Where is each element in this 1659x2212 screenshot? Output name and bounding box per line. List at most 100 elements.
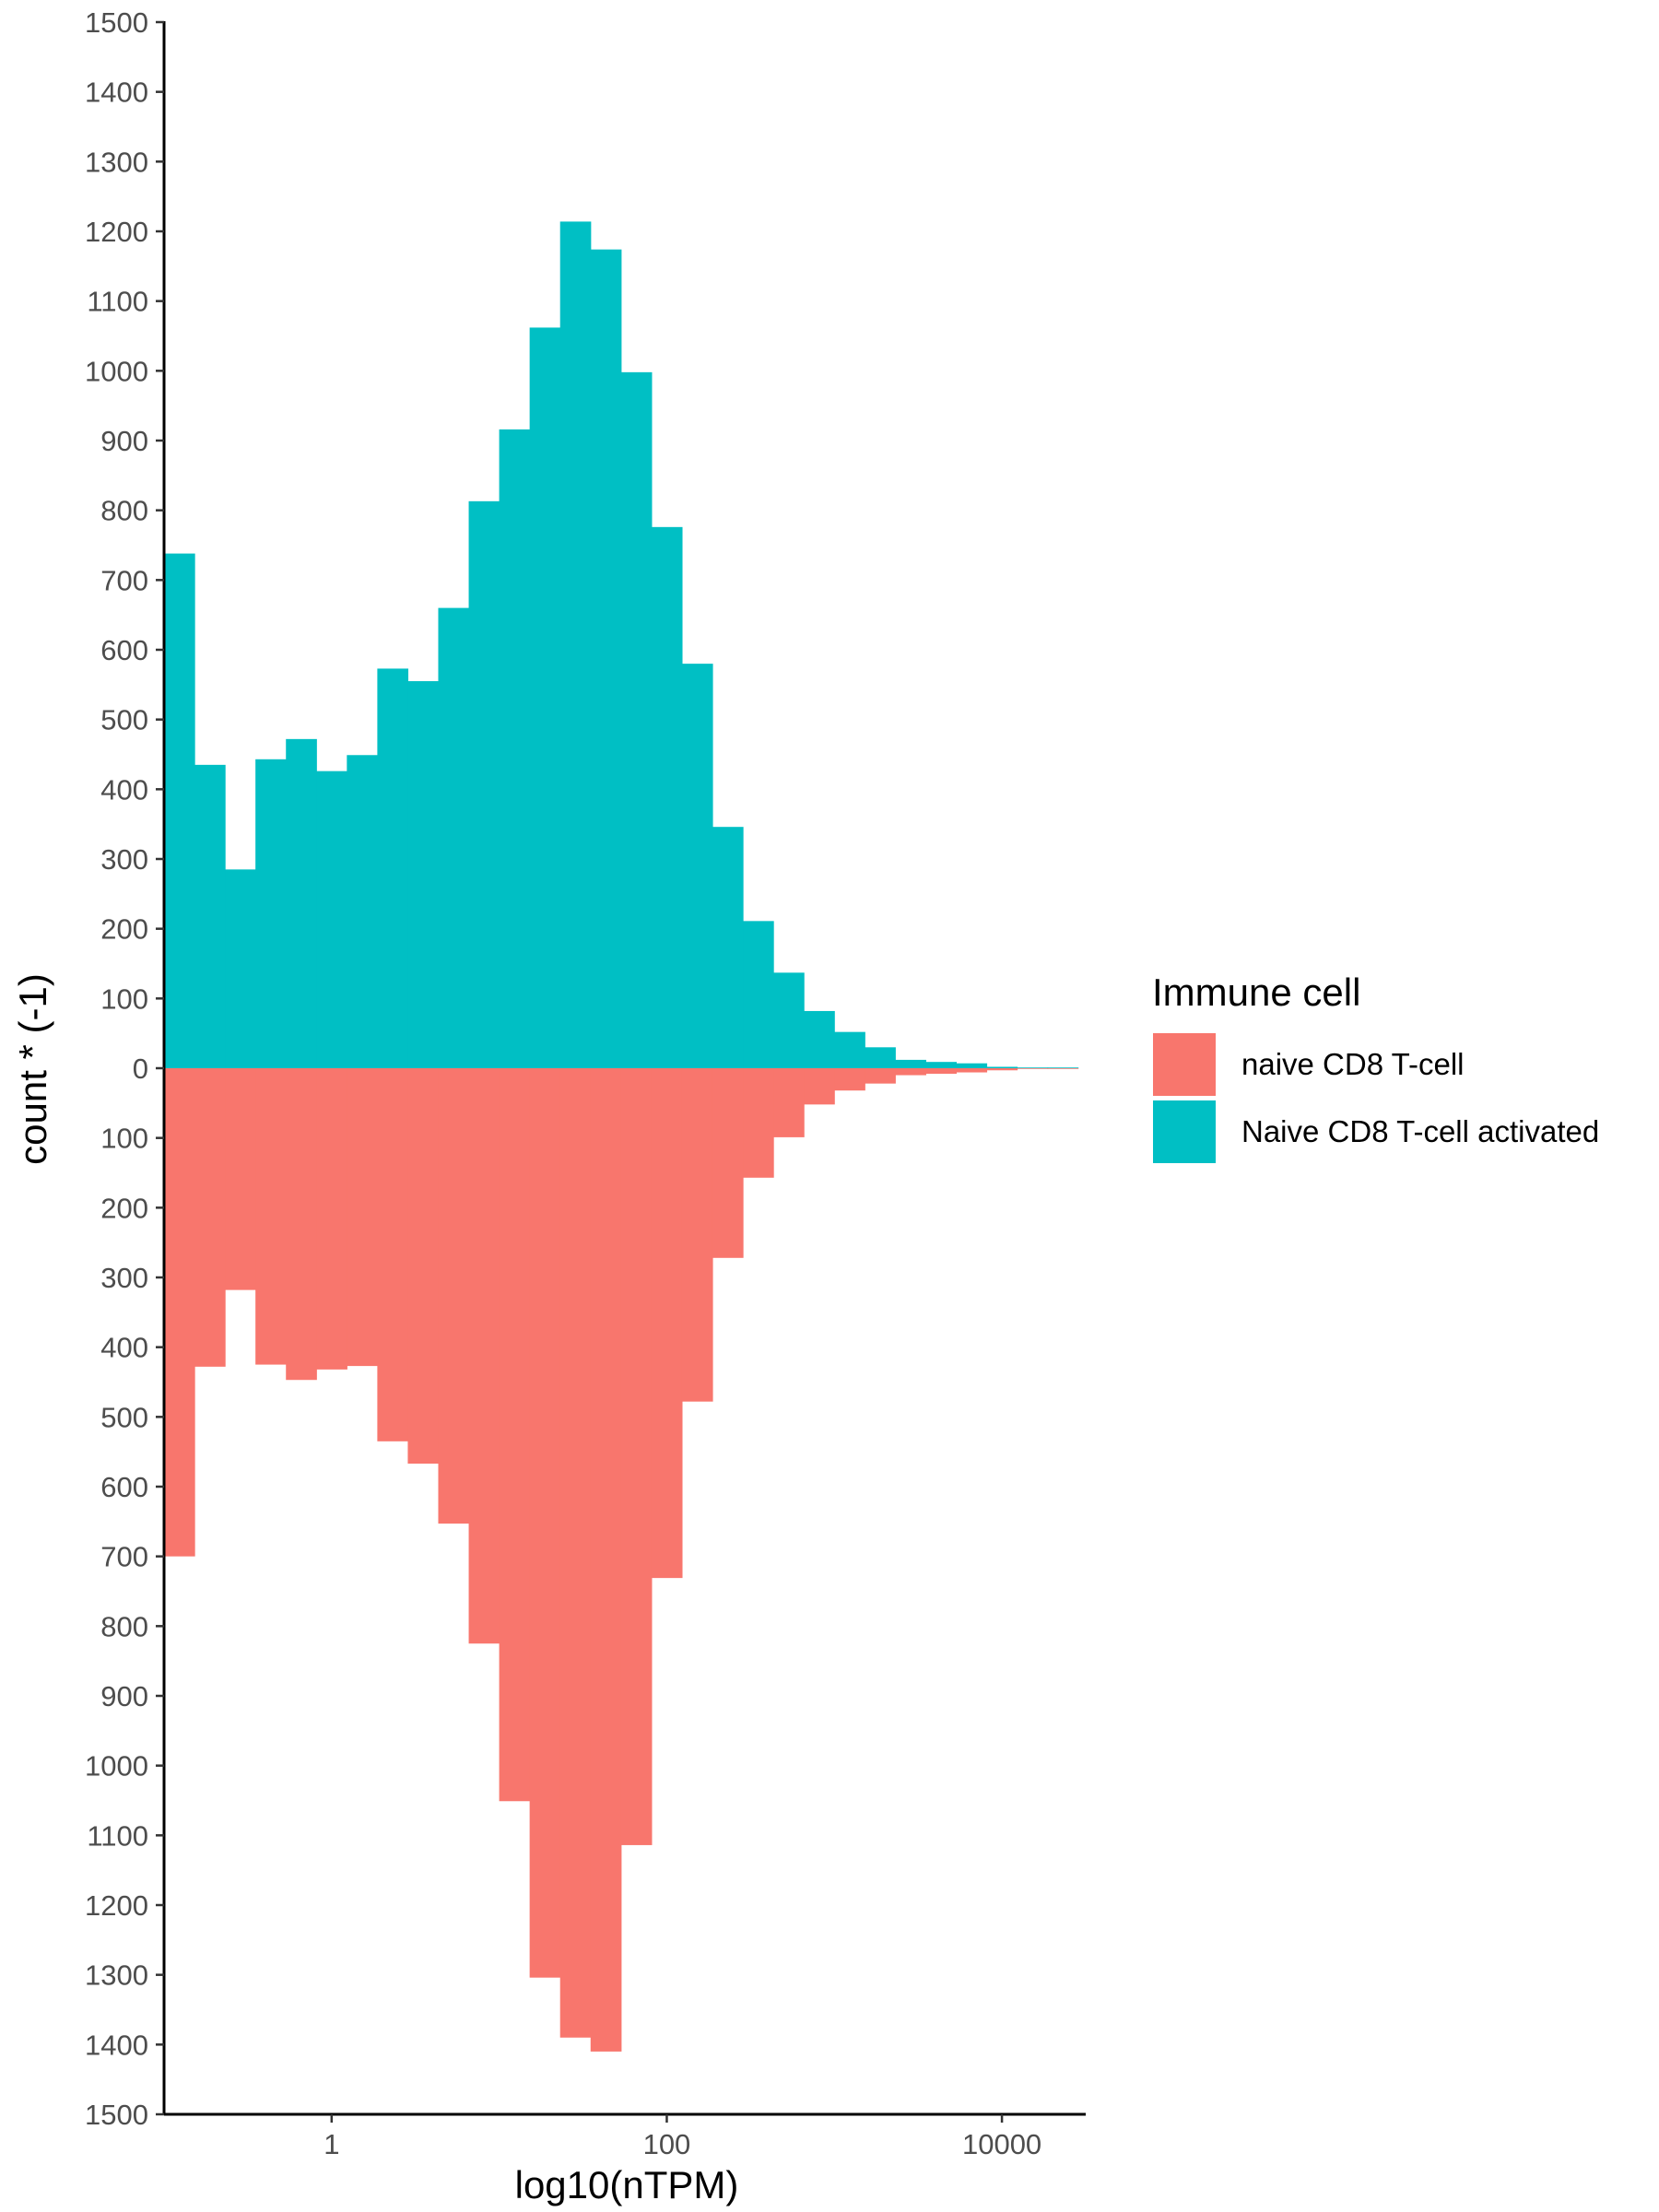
bar-naive-21: [804, 1068, 835, 1105]
bar-activated-6: [347, 755, 378, 1068]
y-tick-label: 1200: [85, 1889, 148, 1922]
legend: Immune cell naive CD8 T-cell Naive CD8 T…: [1152, 971, 1599, 1163]
bar-naive-7: [377, 1068, 409, 1441]
bar-activated-3: [255, 759, 287, 1068]
y-tick-label: 1400: [85, 76, 148, 109]
bar-activated-21: [804, 1010, 835, 1068]
bar-activated-14: [590, 249, 622, 1068]
y-tick-label: 0: [133, 1053, 148, 1085]
y-tick-label: 800: [100, 495, 148, 527]
bar-naive-19: [743, 1068, 774, 1178]
legend-label-activated: Naive CD8 T-cell activated: [1241, 1114, 1599, 1148]
y-tick-label: 900: [100, 1680, 148, 1712]
bar-naive-12: [529, 1068, 561, 1978]
bar-naive-22: [834, 1068, 865, 1091]
y-tick-label: 600: [100, 634, 148, 666]
bar-naive-23: [865, 1068, 896, 1084]
y-tick-label: 400: [100, 773, 148, 806]
y-tick-label: 1500: [85, 6, 148, 39]
bar-activated-27: [986, 1066, 1018, 1068]
bar-naive-26: [956, 1068, 988, 1073]
x-axis-title: log10(nTPM): [515, 2163, 739, 2206]
x-axis: 1 100 10000: [164, 2112, 1086, 2160]
y-tick-label: 1300: [85, 1959, 148, 1992]
y-tick-label: 1000: [85, 355, 148, 387]
bar-naive-4: [286, 1068, 317, 1381]
y-axis: 1500140013001200110010009008007006005004…: [85, 6, 166, 2131]
y-tick-label: 1000: [85, 1750, 148, 1783]
bar-activated-18: [712, 827, 744, 1068]
y-tick-label: 200: [100, 1192, 148, 1224]
bar-activated-13: [559, 221, 592, 1068]
bar-activated-29: [1047, 1067, 1079, 1068]
y-tick-label: 900: [100, 425, 148, 457]
y-tick-label: 1100: [87, 286, 148, 318]
bar-activated-7: [377, 668, 409, 1068]
bar-activated-1: [194, 764, 226, 1068]
bar-naive-6: [347, 1068, 378, 1367]
bar-activated-10: [468, 500, 500, 1068]
bar-naive-24: [895, 1068, 926, 1076]
bar-naive-10: [468, 1068, 500, 1644]
bar-activated-20: [773, 972, 805, 1068]
bar-naive-9: [438, 1068, 470, 1524]
activated-series-bars: [164, 221, 1079, 1069]
bar-naive-28: [1017, 1068, 1049, 1069]
bar-activated-4: [286, 738, 317, 1068]
y-tick-label: 800: [100, 1610, 148, 1642]
bar-activated-26: [956, 1063, 988, 1068]
bar-activated-9: [438, 607, 470, 1068]
y-tick-label: 1400: [85, 2029, 148, 2061]
bar-naive-5: [316, 1068, 347, 1370]
x-tick-label: 1: [324, 2128, 339, 2160]
y-tick-label: 500: [100, 704, 148, 736]
bar-naive-8: [407, 1068, 440, 1465]
x-tick-label: 10000: [962, 2128, 1041, 2160]
y-tick-label: 1200: [85, 216, 148, 248]
bar-activated-23: [865, 1047, 896, 1068]
bar-naive-15: [620, 1068, 653, 1845]
bar-activated-24: [895, 1059, 926, 1068]
y-tick-label: 300: [100, 1262, 148, 1294]
bar-naive-18: [712, 1068, 744, 1258]
bar-naive-11: [499, 1068, 531, 1802]
naive-series-bars: [164, 1068, 1079, 2052]
bar-activated-28: [1017, 1067, 1049, 1068]
bar-activated-11: [499, 429, 531, 1068]
y-tick-label: 1300: [85, 146, 148, 178]
bar-naive-2: [225, 1068, 256, 1290]
legend-label-naive: naive CD8 T-cell: [1241, 1047, 1465, 1081]
bar-activated-0: [164, 553, 195, 1068]
bar-naive-14: [590, 1068, 622, 2052]
bar-naive-1: [194, 1068, 226, 1367]
y-tick-label: 100: [100, 1123, 148, 1155]
y-tick-label: 700: [100, 564, 148, 596]
bar-activated-2: [225, 869, 256, 1068]
bar-activated-17: [681, 664, 713, 1068]
bar-naive-3: [255, 1068, 287, 1365]
y-tick-label: 300: [100, 843, 148, 876]
bar-activated-12: [529, 327, 561, 1068]
y-tick-label: 1500: [85, 2099, 148, 2131]
bar-naive-16: [651, 1068, 683, 1579]
bar-naive-20: [773, 1068, 805, 1137]
bar-naive-25: [925, 1068, 958, 1075]
bar-activated-22: [834, 1031, 865, 1068]
y-tick-label: 200: [100, 913, 148, 946]
y-tick-label: 500: [100, 1401, 148, 1433]
y-tick-label: 400: [100, 1332, 148, 1364]
legend-swatch-naive: [1153, 1033, 1216, 1096]
bar-naive-17: [681, 1068, 713, 1402]
bar-naive-0: [164, 1068, 195, 1557]
y-axis-title: count * (-1): [11, 973, 54, 1165]
bar-activated-19: [743, 921, 774, 1068]
y-tick-label: 1100: [87, 1819, 148, 1852]
bar-naive-29: [1047, 1068, 1079, 1069]
bar-activated-25: [925, 1062, 958, 1068]
bar-activated-8: [407, 681, 440, 1068]
bar-naive-13: [559, 1068, 592, 2038]
y-tick-label: 600: [100, 1471, 148, 1503]
bar-activated-5: [316, 771, 347, 1068]
legend-swatch-activated: [1153, 1100, 1216, 1163]
